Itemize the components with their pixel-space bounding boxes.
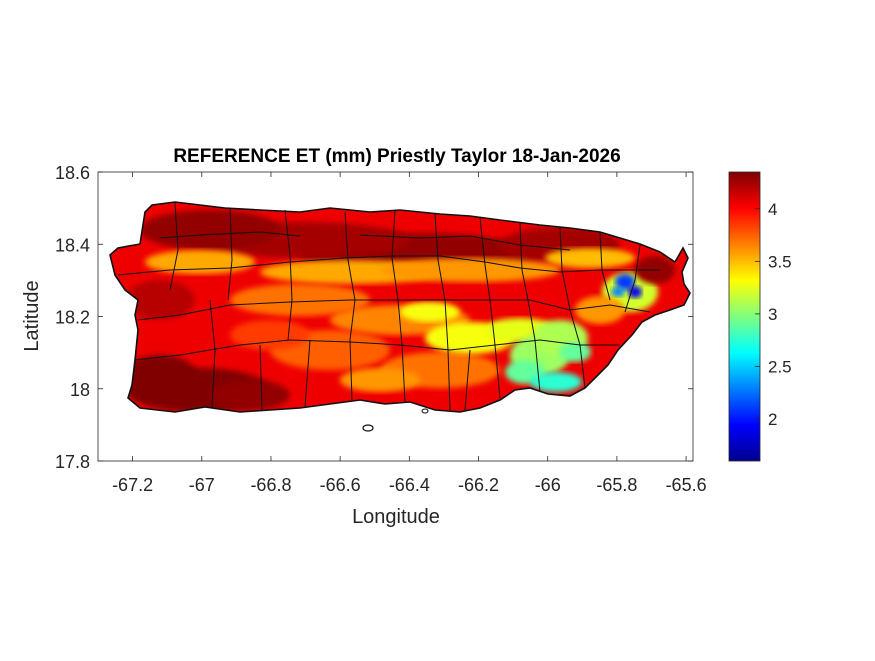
x-tick-label: -66.2 [458,475,499,495]
et-patch [210,380,290,410]
small-island [421,408,429,414]
colorbar-ticks: 2 2.5 3 3.5 4 [755,200,792,429]
x-tick-label: -67.2 [112,475,153,495]
x-tick-label: -66.8 [250,475,291,495]
municipality-boundary [209,299,216,409]
et-patch [120,355,200,405]
colorbar-tick-label: 2.5 [768,357,792,376]
colorbar-tick-label: 3.5 [768,252,792,271]
et-patch [575,296,625,324]
x-tick-label: -65.8 [596,475,637,495]
municipality-boundary [117,255,660,276]
municipality-boundary [624,244,641,313]
municipality-boundary [227,207,233,301]
chart-title: REFERENCE ET (mm) Priestly Taylor 18-Jan… [173,146,620,167]
et-patch [545,248,635,268]
et-patch [615,274,635,290]
x-axis: -67.2 -67 -66.8 -66.6 -66.4 -66.2 -66 -65.8 -65.… [112,172,707,495]
y-tick-label: 17.8 [55,452,90,472]
coastline [109,201,691,432]
x-tick-label: -67 [189,475,215,495]
y-tick-label: 18 [70,380,90,400]
x-axis-label: Longitude [352,506,440,528]
et-patch [230,284,370,316]
municipality-boundaries [117,202,660,411]
municipality-boundary [134,339,620,361]
y-tick-label: 18.6 [55,163,90,183]
et-patch [140,210,280,250]
et-patch [400,302,460,322]
municipality-boundary [259,344,263,411]
et-patch [380,258,560,282]
municipality-boundary [304,339,311,408]
municipality-boundary [159,231,301,239]
municipality-boundary [137,299,651,321]
y-tick-label: 18.2 [55,308,90,328]
municipality-boundary [169,202,179,291]
y-tick-label: 18.4 [55,235,90,255]
colorbar-tick-label: 4 [768,200,777,219]
et-patch [559,342,591,362]
x-tick-label: -66 [535,475,561,495]
colorbar-tick-label: 2 [768,410,777,429]
small-island [362,424,374,432]
island-coastline [109,201,691,413]
et-patch [340,368,420,392]
y-axis: 17.8 18 18.2 18.4 18.6 [55,163,693,472]
colorbar [728,171,761,462]
municipality-boundary [359,234,571,251]
x-tick-label: -66.4 [389,475,430,495]
x-tick-label: -65.6 [666,475,707,495]
y-axis-label: Latitude [21,280,43,351]
x-tick-label: -66.6 [320,475,361,495]
et-patch [628,286,642,298]
et-patch [530,372,582,392]
municipality-boundary [284,209,293,341]
et-patch [230,320,310,350]
colorbar-tick-label: 3 [768,305,777,324]
et-patch [125,280,195,320]
et-patch [611,287,625,297]
municipality-boundary [464,349,471,411]
